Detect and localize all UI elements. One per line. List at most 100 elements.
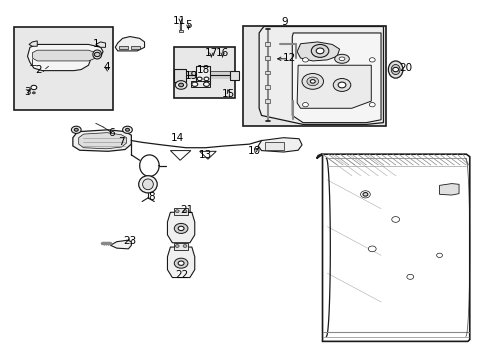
Circle shape [183,244,186,247]
Circle shape [122,126,132,134]
Polygon shape [73,130,131,151]
Circle shape [74,129,78,131]
Circle shape [332,78,350,91]
Polygon shape [27,44,103,71]
Text: 21: 21 [180,206,193,216]
Circle shape [175,210,179,213]
Circle shape [178,261,183,265]
Polygon shape [439,184,458,195]
Circle shape [362,193,367,196]
Text: 11: 11 [173,17,186,27]
Ellipse shape [387,61,402,78]
Ellipse shape [334,54,348,63]
Polygon shape [110,240,131,249]
Ellipse shape [390,64,399,75]
Bar [265,56,270,60]
Circle shape [31,85,37,90]
Ellipse shape [93,50,102,59]
Circle shape [183,210,186,213]
Bar [243,26,385,126]
Circle shape [203,82,209,86]
Text: 17: 17 [204,48,218,58]
Bar [178,30,182,32]
Text: 7: 7 [118,137,124,147]
Polygon shape [29,41,37,46]
Circle shape [197,77,202,81]
Circle shape [367,246,375,252]
Circle shape [302,73,323,89]
Circle shape [32,92,35,94]
Circle shape [406,274,413,279]
Bar [195,66,210,84]
Circle shape [175,244,179,247]
Bar [265,85,270,89]
Circle shape [191,82,197,86]
Text: 8: 8 [148,192,155,202]
Bar [265,99,270,103]
Circle shape [302,103,308,107]
Polygon shape [167,247,194,278]
Bar [14,27,113,110]
Text: 4: 4 [103,62,110,72]
Circle shape [174,258,187,268]
Circle shape [392,67,398,72]
Polygon shape [199,151,216,159]
Text: 15: 15 [222,89,235,99]
Ellipse shape [338,57,344,60]
Circle shape [178,226,183,230]
Text: 5: 5 [185,20,191,30]
Circle shape [311,44,328,57]
Text: 12: 12 [282,53,295,63]
Ellipse shape [139,176,157,193]
Text: 23: 23 [123,236,136,246]
Text: 9: 9 [281,17,287,27]
Polygon shape [258,138,302,152]
Polygon shape [297,42,339,61]
Circle shape [436,253,442,257]
Bar [173,47,234,98]
Text: 16: 16 [216,48,229,58]
Text: 1: 1 [92,40,99,49]
Polygon shape [167,212,194,243]
Bar [265,71,270,74]
Circle shape [71,126,81,134]
Text: 6: 6 [108,129,115,138]
Text: 3: 3 [24,87,31,97]
Text: 19: 19 [185,71,198,81]
Bar [264,141,284,149]
Text: 22: 22 [175,270,188,280]
Bar [119,45,128,49]
Polygon shape [170,150,190,160]
Polygon shape [316,154,469,341]
Bar [190,81,210,87]
Polygon shape [32,50,96,61]
Circle shape [316,48,324,54]
Text: 20: 20 [398,63,411,73]
Bar [229,71,238,80]
Circle shape [368,58,374,62]
Circle shape [302,58,308,62]
Circle shape [203,77,208,81]
Circle shape [360,191,369,198]
Polygon shape [115,37,144,51]
Text: 2: 2 [35,64,42,75]
Polygon shape [259,27,383,125]
Polygon shape [297,65,370,108]
Text: 14: 14 [170,133,183,143]
Circle shape [174,224,187,233]
Polygon shape [96,42,105,47]
Bar [265,42,270,45]
Bar [173,69,185,82]
Bar [173,208,188,215]
Circle shape [310,80,315,83]
Circle shape [94,52,100,57]
Bar [131,45,140,49]
Circle shape [178,83,183,87]
Circle shape [368,103,374,107]
Circle shape [306,77,318,86]
Text: 18: 18 [196,64,209,75]
Circle shape [337,82,345,88]
Circle shape [391,217,399,222]
Text: 10: 10 [247,145,260,156]
Text: 13: 13 [199,150,212,160]
